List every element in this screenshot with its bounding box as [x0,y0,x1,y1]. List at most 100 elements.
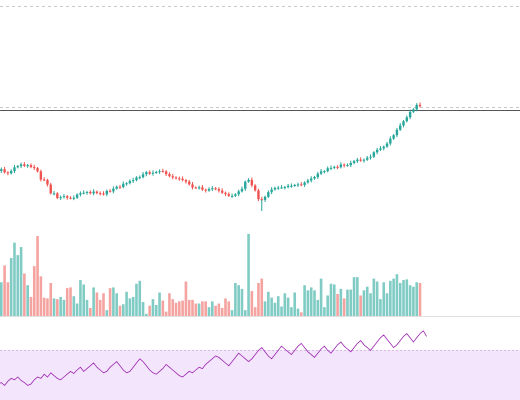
candle-body [405,117,409,122]
candle-body [385,143,389,147]
candle-body [293,184,296,186]
candle-body [16,166,19,168]
volume-bar [326,295,329,316]
price-reference-lines [0,107,520,111]
candle-body [105,190,108,195]
candle-body [0,169,3,171]
volume-bar [260,278,264,316]
candle-body [59,197,62,199]
candle-body [161,171,165,173]
candle-body [164,171,168,175]
candle-body [316,173,319,177]
volume-bar [227,301,231,316]
volume-bar [365,286,369,316]
volume-bar [369,293,372,316]
volume-bar [187,299,191,316]
volume-bar [342,298,346,316]
volume-bar [13,242,16,316]
candle-body [326,168,329,172]
candle-body [313,177,316,179]
candle-body [39,171,43,180]
candle-body [270,189,273,193]
volume-bar [230,310,234,316]
candle-body [178,178,181,180]
candle-body [168,174,171,177]
candle-body [62,196,66,198]
volume-bar [359,295,362,316]
candle-body [171,176,174,178]
volume-bar [352,277,356,316]
candle-body [125,183,128,185]
candle-body [296,184,300,186]
candle-body [188,181,191,185]
volume-bar [161,300,165,316]
candle-body [112,188,115,192]
candle-body [257,190,260,200]
volume-bar [158,292,161,316]
candle-body [197,187,201,189]
candle-body [184,180,188,182]
volume-bar [346,289,349,316]
volume-bar [207,307,211,316]
volume-bar [95,292,99,316]
volume-bar [263,301,267,316]
volume-bar [243,310,247,316]
candle-body [369,156,372,158]
volume-bar [16,255,20,316]
candle-body [108,190,112,192]
volume-bar [98,299,102,316]
volume-bars [0,233,520,317]
volume-bar [85,299,89,316]
volume-bar [75,303,79,316]
volume-bar [118,305,122,316]
candle-body [33,167,36,169]
volume-bar [276,296,280,316]
volume-bar [389,280,392,316]
volume-bar [9,258,13,316]
candle-body [300,184,303,186]
candle-body [102,193,105,195]
volume-bar [46,298,49,316]
candle-body [240,188,244,192]
candle-body [244,181,247,189]
candle-body [89,191,92,194]
candle-body [408,111,412,118]
candle-body [23,164,26,166]
candle-body [319,171,323,174]
oscillator-band [0,350,520,400]
volume-bar [105,310,109,316]
volume-bar [59,296,62,316]
volume-bar [191,299,194,316]
volume-bar [125,291,128,316]
candle-body [135,177,138,181]
volume-bar [56,299,59,316]
candle-body [211,188,214,190]
candle-body [42,179,46,181]
volume-bar [151,299,155,316]
candle-body [399,125,402,130]
volume-bar [273,302,277,316]
candle-body [118,186,122,188]
candle-body [339,164,343,168]
candle-body [6,172,10,174]
volume-bar [313,290,316,316]
volume-bar [375,281,379,316]
candle-body [138,177,141,179]
volume-bar [392,278,395,316]
candle-body [362,159,366,161]
candle-body [56,193,59,198]
candle-body [342,164,346,166]
candle-body [267,192,270,197]
candle-body [207,189,211,191]
candle-body [148,172,151,174]
candle-body [69,197,72,199]
candle-body [395,129,399,136]
volume-bar [204,301,208,316]
candle-body [201,187,204,190]
volume-bar [336,294,339,316]
volume-bar [356,277,359,316]
volume-bar [121,304,125,316]
candle-body [372,152,376,157]
candle-body [412,109,415,112]
